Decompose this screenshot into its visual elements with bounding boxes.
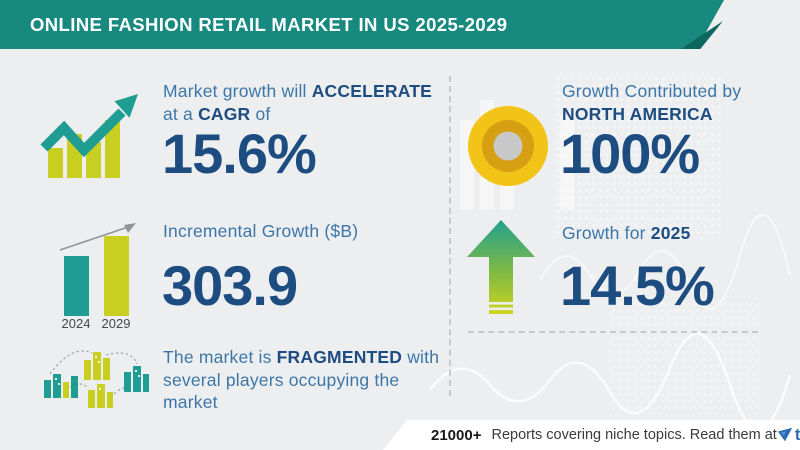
bar-year-end-label: 2029 bbox=[102, 316, 131, 330]
growth-statement-cagr: CAGR bbox=[198, 104, 251, 124]
right-section-divider bbox=[468, 331, 758, 333]
yoy-growth-value: 14.5% bbox=[560, 254, 715, 317]
growth-statement-accelerate: ACCELERATE bbox=[311, 81, 432, 101]
background-wave-lines bbox=[430, 332, 792, 420]
technavio-logo: technavio™ bbox=[777, 426, 800, 445]
region-donut-icon bbox=[468, 106, 548, 186]
technavio-logo-tech: tech bbox=[794, 425, 800, 444]
growth-statement-post: of bbox=[255, 104, 271, 124]
market-structure-fragmented: FRAGMENTED bbox=[276, 347, 403, 367]
report-count: 21000+ bbox=[431, 426, 482, 444]
contribution-statement: Growth Contributed by NORTH AMERICA bbox=[562, 80, 792, 126]
market-structure-rest: with several players occupying the marke… bbox=[163, 347, 440, 412]
growth-statement-pre: at a bbox=[163, 104, 193, 124]
contribution-region: NORTH AMERICA bbox=[562, 104, 713, 124]
incremental-growth-bars-icon: 2024 2029 bbox=[59, 223, 136, 330]
up-arrow-icon bbox=[467, 220, 535, 314]
yoy-growth-pre: Growth for bbox=[562, 223, 646, 243]
market-structure-pre: The market is bbox=[163, 347, 272, 367]
footer-message: Reports covering niche topics. Read them… bbox=[491, 427, 777, 443]
footer-bar: 21000+ Reports covering niche topics. Re… bbox=[383, 420, 800, 450]
header-ribbon bbox=[0, 0, 724, 49]
yoy-growth-year: 2025 bbox=[650, 223, 691, 243]
cagr-value: 15.6% bbox=[162, 122, 317, 185]
fragmented-market-icon bbox=[44, 350, 149, 408]
yoy-growth-statement: Growth for 2025 bbox=[562, 222, 691, 245]
contribution-value: 100% bbox=[560, 122, 700, 185]
growth-trend-chart-icon bbox=[40, 94, 138, 178]
growth-statement: Market growth will ACCELERATE at a CAGR … bbox=[163, 80, 453, 126]
technavio-logo-icon bbox=[777, 427, 792, 442]
column-divider bbox=[449, 76, 451, 396]
contribution-line1: Growth Contributed by bbox=[562, 81, 742, 101]
background-dot-pattern bbox=[610, 300, 760, 410]
background-wave-lines bbox=[540, 213, 791, 310]
background-dot-pattern bbox=[555, 75, 725, 235]
growth-statement-text: Market growth will bbox=[163, 81, 307, 101]
incremental-growth-label: Incremental Growth ($B) bbox=[163, 221, 359, 241]
incremental-growth-value: 303.9 bbox=[162, 254, 298, 317]
market-structure-statement: The market is FRAGMENTED with several pl… bbox=[163, 346, 455, 414]
bar-year-start-label: 2024 bbox=[62, 316, 91, 330]
page-title: ONLINE FASHION RETAIL MARKET IN US 2025-… bbox=[30, 14, 508, 35]
